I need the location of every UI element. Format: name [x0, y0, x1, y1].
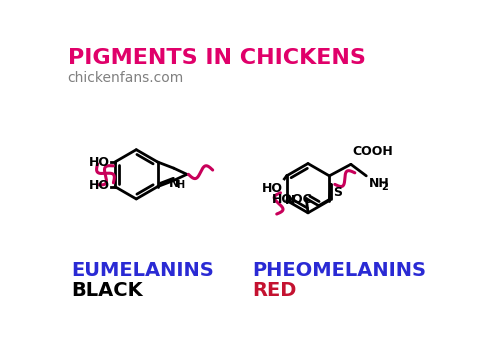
Text: H: H [177, 180, 185, 191]
Text: 2: 2 [382, 182, 388, 192]
Text: HO: HO [262, 182, 283, 195]
Text: NH: NH [369, 177, 389, 191]
Text: PHEOMELANINS: PHEOMELANINS [253, 261, 426, 280]
Text: S: S [333, 186, 342, 199]
Text: PIGMENTS IN CHICKENS: PIGMENTS IN CHICKENS [68, 48, 366, 68]
Text: HO: HO [88, 179, 110, 192]
Text: HOOC: HOOC [272, 193, 313, 206]
Text: COOH: COOH [353, 145, 393, 158]
Text: N: N [169, 177, 180, 191]
Text: EUMELANINS: EUMELANINS [71, 261, 213, 280]
Text: RED: RED [253, 281, 297, 299]
Text: HO: HO [88, 156, 110, 169]
Text: chickenfans.com: chickenfans.com [68, 71, 184, 85]
Text: N: N [285, 194, 296, 207]
Text: BLACK: BLACK [71, 281, 142, 299]
